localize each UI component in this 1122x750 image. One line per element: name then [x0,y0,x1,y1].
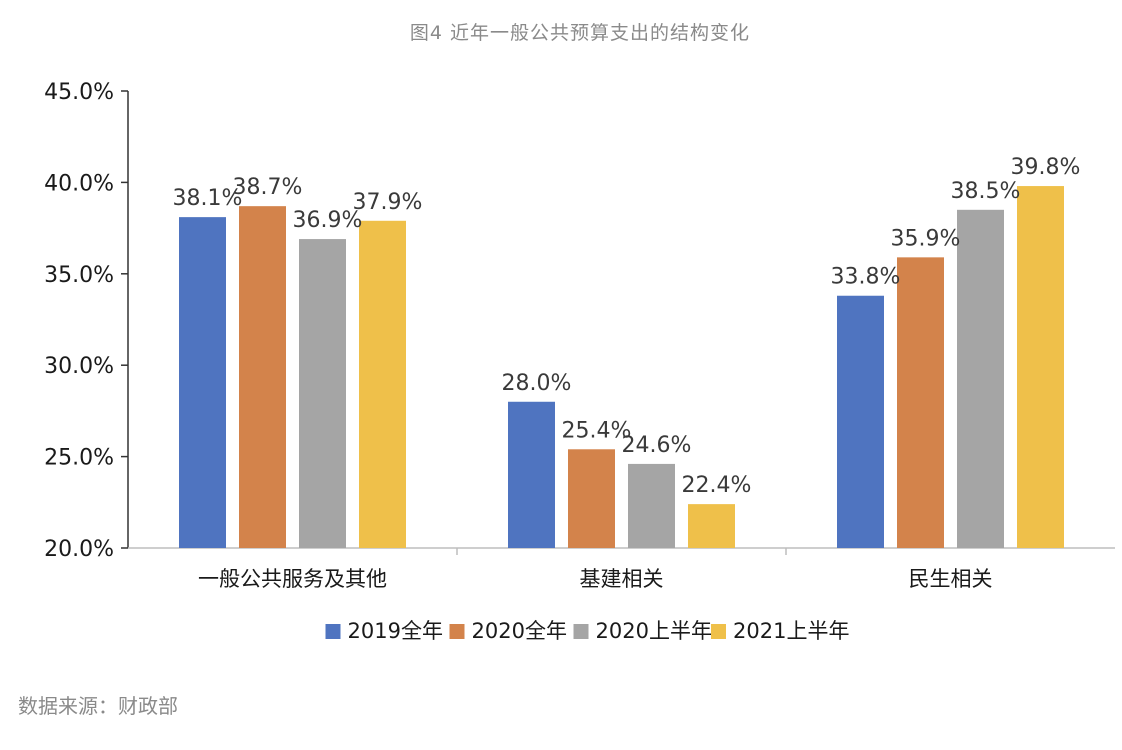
legend-label: 2020全年 [472,619,567,643]
y-tick-label: 40.0% [44,171,114,196]
data-label: 25.4% [562,418,632,443]
bar [957,209,1004,548]
legend-label: 2021上半年 [733,619,849,643]
data-label: 38.1% [173,186,243,211]
data-label: 36.9% [293,208,363,233]
legend-swatch [573,624,589,639]
y-tick-label: 30.0% [44,354,114,379]
x-category-label: 一般公共服务及其他 [198,567,387,591]
bar [508,401,555,548]
y-tick-label: 35.0% [44,263,114,288]
legend-item: 2021上半年 [711,619,849,643]
legend-swatch [711,624,726,639]
bar [239,206,286,548]
bar-chart: 20.0% 25.0% 30.0% 35.0% 40.0% 45.0% 一般公共服务及其他… [44,80,1115,643]
legend-label: 2019全年 [348,619,443,643]
bar [299,239,346,548]
legend-item: 2020上半年 [573,619,712,643]
legend-swatch [449,624,465,639]
x-category-label: 民生相关 [909,567,993,591]
y-axis: 20.0% 25.0% 30.0% 35.0% 40.0% 45.0% [44,80,129,562]
bar [568,449,615,548]
data-label: 38.7% [233,175,303,200]
legend: 2019全年 2020全年 2020上半年 2021上半年 [325,619,849,643]
bar [897,257,944,548]
data-source-note: 数据来源：财政部 [18,694,178,718]
data-label: 22.4% [682,473,752,498]
bar [1017,186,1064,548]
y-tick-label: 25.0% [44,446,114,471]
bar [359,220,406,548]
data-label: 28.0% [502,371,572,396]
legend-label: 2020上半年 [596,619,712,643]
bar [837,295,884,548]
legend-item: 2019全年 [325,619,443,643]
data-label: 24.6% [622,433,692,458]
legend-swatch [325,624,341,639]
bars [179,186,1064,548]
y-tick-label: 45.0% [44,80,114,105]
bar [628,463,675,548]
legend-item: 2020全年 [449,619,567,643]
data-label: 35.9% [891,226,961,251]
data-label: 37.9% [353,190,423,215]
data-labels: 38.1%38.7% 36.9%37.9% 28.0% 25.4%24.6% 22.4%… [173,155,1081,498]
x-category-label: 基建相关 [580,567,664,591]
x-axis: 一般公共服务及其他 基建相关 民生相关 [128,547,1115,591]
data-label: 39.8% [1011,155,1081,180]
data-label: 38.5% [951,179,1021,204]
bar [179,217,226,548]
data-label: 33.8% [831,265,901,290]
bar [688,504,735,548]
chart-title: 图4 近年一般公共预算支出的结构变化 [409,22,751,44]
y-tick-label: 20.0% [44,537,114,562]
